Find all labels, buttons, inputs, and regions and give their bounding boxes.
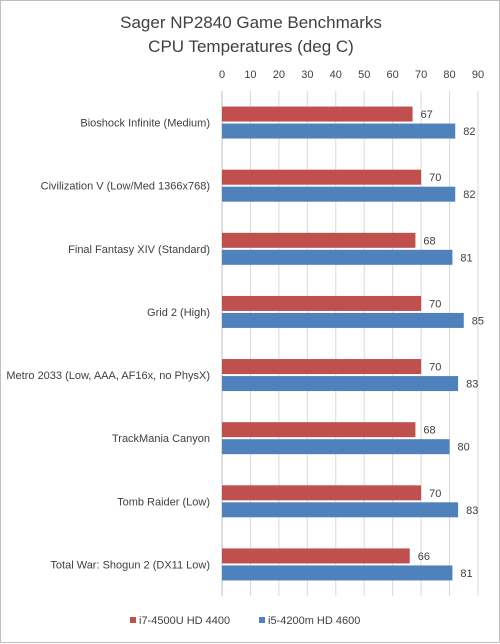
x-tick-label: 70 [415,69,427,81]
data-label: 70 [429,362,441,374]
data-label: 85 [472,315,484,327]
x-tick-label: 50 [358,69,370,81]
category-label: Total War: Shogun 2 (DX11 Low) [50,559,210,571]
bar-i5 [222,376,459,392]
x-tick-label: 20 [273,69,285,81]
x-tick-label: 90 [472,69,484,81]
category-label: Civilization V (Low/Med 1366x768) [41,181,210,193]
bar-i5 [222,249,453,265]
x-tick-label: 60 [387,69,399,81]
data-label: 70 [429,298,441,310]
x-tick-label: 10 [244,69,256,81]
bar-i7 [222,232,416,248]
category-label: Grid 2 (High) [147,307,210,319]
x-tick-label: 40 [330,69,342,81]
data-label: 82 [463,189,475,201]
gridlines [221,91,479,596]
x-tick-label: 80 [443,69,455,81]
bar-i7 [222,422,416,438]
category-label: Metro 2033 (Low, AAA, AF16x, no PhysX) [6,370,210,382]
bars [222,106,464,581]
data-label: 81 [460,252,472,264]
data-label: 70 [429,488,441,500]
chart-title-line-2: CPU Temperatures (deg C) [148,37,354,56]
data-label: 70 [429,172,441,184]
category-label: Final Fantasy XIV (Standard) [68,244,210,256]
bar-i7 [222,106,413,122]
chart-title: Sager NP2840 Game Benchmarks CPU Tempera… [120,13,382,56]
data-label: 66 [418,551,430,563]
bar-i7 [222,548,410,564]
data-label: 83 [466,505,478,517]
x-axis-tick-labels: 0 10 20 30 40 50 60 70 80 90 [219,69,484,81]
bar-i5 [222,439,450,455]
bar-i7 [222,295,422,311]
data-label: 83 [466,379,478,391]
category-labels: Bioshock Infinite (Medium) Civilization V… [6,118,210,572]
data-label: 82 [463,126,475,138]
data-label: 68 [423,425,435,437]
x-tick-label: 0 [219,69,225,81]
category-label: Bioshock Infinite (Medium) [80,118,210,130]
legend-swatch [130,617,136,623]
bar-i7 [222,169,422,185]
bar-i7 [222,359,422,375]
data-label: 81 [460,568,472,580]
category-label: TrackMania Canyon [112,433,210,445]
legend: i7-4500U HD 4400 i5-4200m HD 4600 [130,615,360,627]
data-label: 80 [458,442,470,454]
data-label: 67 [421,109,433,121]
data-label: 68 [423,235,435,247]
legend-swatch [259,617,265,623]
bar-i7 [222,485,422,501]
bar-i5 [222,312,464,328]
bar-i5 [222,186,456,202]
legend-label: i5-4200m HD 4600 [268,615,360,627]
bar-i5 [222,502,459,518]
bar-i5 [222,565,453,581]
bar-i5 [222,123,456,139]
chart-title-line-1: Sager NP2840 Game Benchmarks [120,13,382,32]
data-labels: 67 82 70 82 68 81 70 85 70 83 68 80 70 83 66 81 [418,109,484,580]
category-label: Tomb Raider (Low) [117,496,210,508]
legend-label: i7-4500U HD 4400 [139,615,230,627]
x-tick-label: 30 [301,69,313,81]
